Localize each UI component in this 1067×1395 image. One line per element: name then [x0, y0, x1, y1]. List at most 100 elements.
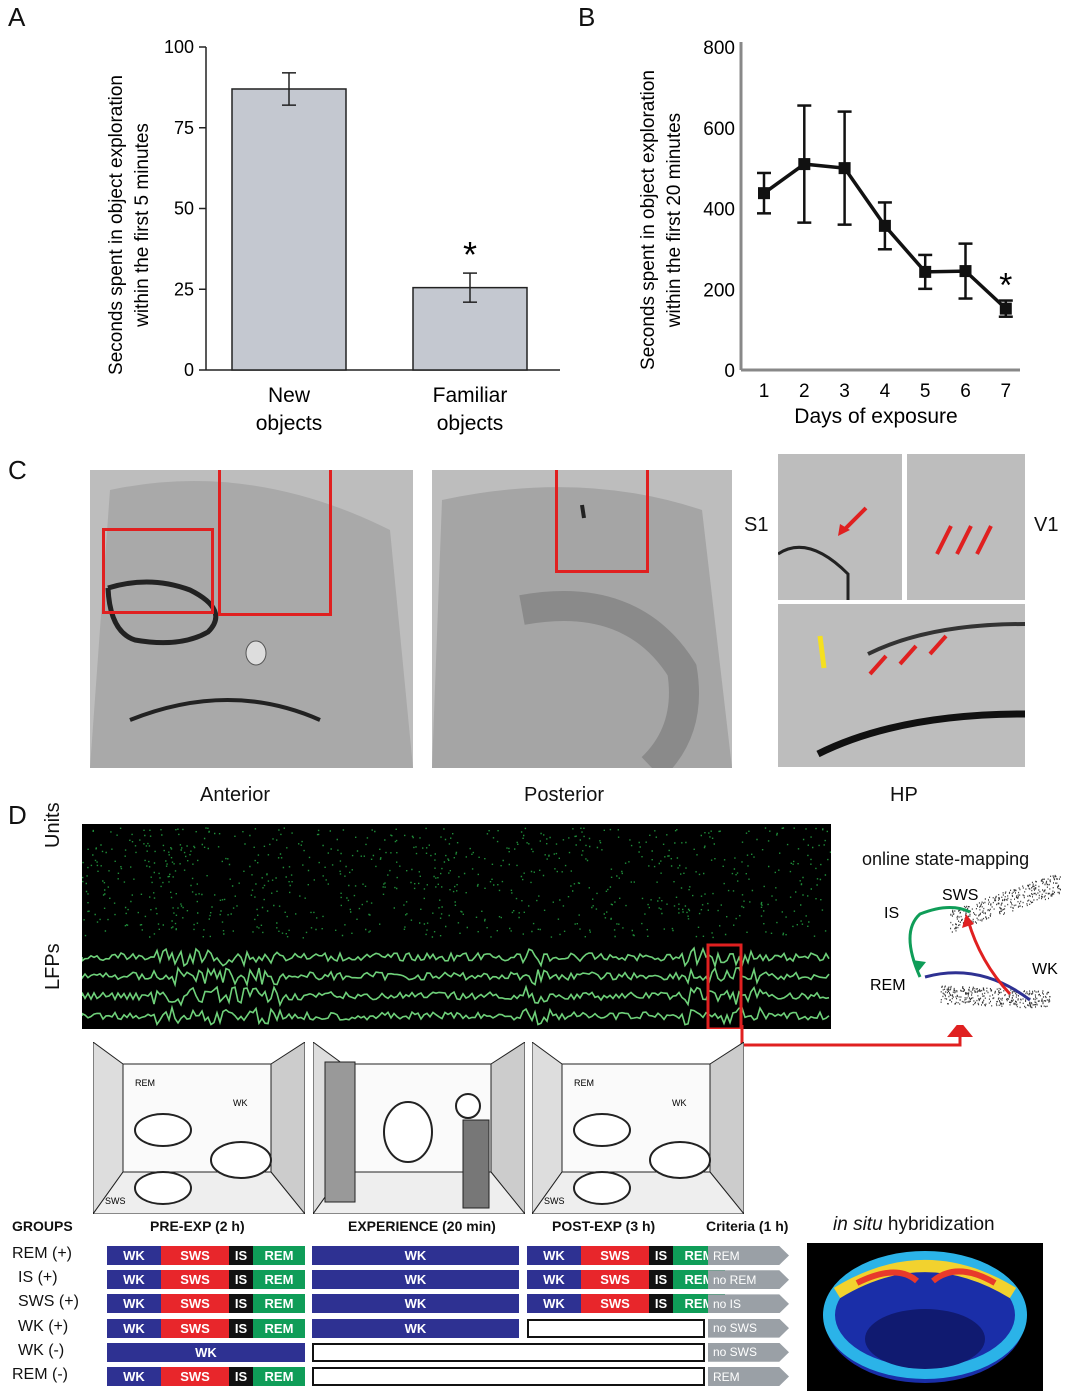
micrograph-s1 — [778, 454, 902, 600]
chart-a-bar — [231, 88, 347, 371]
cage-pre: REM WK SWS — [93, 1042, 305, 1214]
lfp-trace — [82, 1004, 830, 1027]
caption-hp: HP — [890, 784, 918, 806]
chart-b-xtick-label: 3 — [839, 381, 850, 402]
novel-object-tower — [324, 1061, 356, 1203]
lfp-trace — [82, 984, 830, 1008]
header-criteria: Criteria (1 h) — [706, 1218, 789, 1234]
panel-letter-d: D — [8, 800, 27, 830]
post-wk: WK — [527, 1294, 581, 1314]
mouse-wk — [210, 1141, 272, 1179]
group-label: SWS (+) — [18, 1293, 79, 1311]
header-groups: GROUPS — [12, 1218, 73, 1234]
lfp-trace — [82, 966, 830, 988]
post-sws: SWS — [581, 1246, 649, 1265]
exp-wk: WK — [312, 1318, 519, 1338]
micrograph-posterior — [432, 470, 732, 768]
chart-a-ytick-label: 75 — [174, 118, 194, 138]
roi-s1 — [218, 470, 332, 616]
mouse-sws — [134, 1171, 192, 1205]
novel-object-block — [462, 1119, 490, 1209]
empty-period — [527, 1318, 705, 1338]
mouse-rem — [134, 1113, 192, 1147]
chart-b-xtick-label: 2 — [799, 381, 810, 402]
chart-b-xtick-label: 4 — [880, 381, 891, 402]
chart-b-ytick-label: 400 — [703, 200, 735, 221]
post-wk: WK — [527, 1246, 581, 1265]
cage-post-label-wk: WK — [672, 1098, 687, 1108]
micrograph-anterior — [90, 470, 413, 768]
micrograph-hp — [778, 604, 1025, 767]
chart-a: Seconds spent in object exploration with… — [106, 37, 560, 435]
exp-wk: WK — [312, 1294, 519, 1314]
label-units: Units — [42, 802, 64, 848]
post-is: IS — [649, 1294, 673, 1314]
chart-b-point — [959, 265, 972, 278]
header-post: POST-EXP (3 h) — [552, 1218, 656, 1234]
chart-b-xtick-label: 7 — [1001, 381, 1012, 402]
exp-wk: WK — [312, 1246, 519, 1265]
criteria-tag: no IS — [708, 1294, 789, 1314]
pre-rem: REM — [253, 1318, 305, 1338]
pre-is: IS — [229, 1318, 253, 1338]
cage-post-label-sws: SWS — [544, 1196, 565, 1206]
cage-pre-label-wk: WK — [233, 1098, 248, 1108]
pre-sws: SWS — [161, 1294, 229, 1314]
novel-object-ball — [455, 1093, 481, 1119]
micrograph-v1 — [907, 454, 1025, 600]
cage-post-label-rem: REM — [574, 1078, 594, 1088]
state-label-sws: SWS — [942, 887, 978, 904]
mouse-sws-post — [573, 1171, 631, 1205]
cage-post: REM WK SWS — [532, 1042, 744, 1214]
chart-b-ylabel-line1: Seconds spent in object exploration — [638, 70, 659, 370]
chart-a-ylabel-line2: within the first 5 minutes — [132, 123, 153, 328]
mapping-arrow — [740, 1025, 973, 1047]
chart-b-point — [758, 187, 770, 200]
chart-a-ylabel-line1: Seconds spent in object exploration — [106, 75, 127, 375]
caption-posterior: Posterior — [524, 784, 605, 806]
criteria-tag: REM — [708, 1246, 789, 1265]
chart-b-point — [838, 162, 851, 175]
group-label: REM (-) — [12, 1366, 68, 1383]
group-label: WK (+) — [18, 1317, 69, 1335]
pre-wk: WK — [107, 1294, 161, 1314]
pre-sws: SWS — [161, 1270, 229, 1290]
exp-wk: WK — [312, 1270, 519, 1290]
post-sws: SWS — [581, 1294, 649, 1314]
roi-v1 — [555, 470, 649, 573]
pre-rem: REM — [253, 1367, 305, 1386]
criteria-tag: REM — [708, 1367, 789, 1386]
chart-a-category-label: New — [268, 384, 311, 407]
header-ish: in situ hybridization — [833, 1214, 995, 1236]
lfp-trace — [82, 946, 830, 969]
chart-b-ytick-label: 0 — [724, 361, 735, 382]
pre-rem: REM — [253, 1270, 305, 1290]
empty-period — [312, 1367, 705, 1386]
chart-a-ytick-label: 100 — [164, 37, 194, 57]
chart-b-point — [919, 265, 932, 278]
chart-b-xlabel: Days of exposure — [794, 405, 957, 428]
roi-hippocampus — [102, 528, 214, 614]
pre-sws: SWS — [161, 1367, 229, 1386]
pre-is: IS — [229, 1367, 253, 1386]
pre-rem: REM — [253, 1246, 305, 1265]
header-pre: PRE-EXP (2 h) — [150, 1218, 245, 1234]
mouse-wk-post — [649, 1141, 711, 1179]
caption-anterior: Anterior — [200, 784, 271, 806]
group-label: IS (+) — [18, 1269, 58, 1287]
chart-b-point — [798, 158, 811, 171]
chart-b-point — [999, 302, 1012, 315]
chart-b-ytick-label: 600 — [703, 119, 735, 140]
label-v1: V1 — [1034, 514, 1059, 536]
chart-a-ytick-label: 25 — [174, 279, 194, 299]
chart-b-xtick-label: 1 — [759, 381, 770, 402]
state-scatter — [940, 874, 1061, 1009]
pre-sws: SWS — [161, 1318, 229, 1338]
pre-wk: WK — [107, 1318, 161, 1338]
post-wk: WK — [527, 1270, 581, 1290]
chart-b-point — [878, 219, 891, 232]
criteria-tag: no SWS — [708, 1342, 789, 1362]
chart-b-xtick-label: 6 — [960, 381, 971, 402]
units-spikes — [82, 827, 831, 939]
criteria-tag: no SWS — [708, 1318, 789, 1338]
